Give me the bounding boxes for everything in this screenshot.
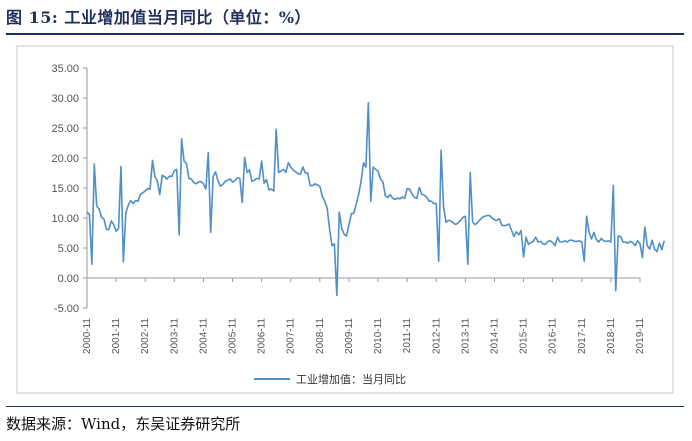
figure-title: 图 15: 工业增加值当月同比（单位：%） [6, 8, 312, 27]
x-tick-label: 2002-11 [140, 318, 151, 354]
x-tick-label: 2001-11 [111, 318, 122, 354]
x-tick-label: 2018-11 [606, 318, 617, 354]
x-axis: 2000-11 2001-11 2002-11 2003-11 2004-11 2005-… [82, 277, 646, 354]
x-tick-label: 2008-11 [315, 318, 326, 354]
x-tick-label: 2005-11 [228, 318, 239, 354]
x-tick-label: 2019-11 [635, 318, 646, 354]
source-note: 数据来源：Wind，东吴证券研究所 [6, 415, 241, 433]
series-line [86, 102, 666, 297]
y-tick-label: 5.00 [58, 243, 79, 255]
x-tick-label: 2015-11 [519, 318, 530, 354]
x-tick-label: 2017-11 [577, 318, 588, 354]
y-tick-label: 30.00 [51, 93, 79, 105]
y-tick-label: 15.00 [51, 183, 79, 195]
y-tick-label: 0.00 [58, 273, 79, 285]
x-tick-label: 2011-11 [402, 318, 413, 354]
y-tick-label: 20.00 [51, 153, 79, 165]
y-tick-label: -5.00 [54, 303, 79, 315]
plot-frame [16, 45, 674, 394]
x-tick-label: 2003-11 [169, 318, 180, 354]
x-tick-label: 2010-11 [373, 318, 384, 354]
y-tick-label: 25.00 [51, 123, 79, 135]
x-tick-label: 2014-11 [489, 318, 500, 354]
y-tick-label: 10.00 [51, 213, 79, 225]
x-tick-label: 2016-11 [548, 318, 559, 354]
title-rule [6, 33, 684, 35]
x-tick-label: 2006-11 [257, 318, 268, 354]
legend: 工业增加值：当月同比 [254, 372, 406, 386]
source-rule [6, 406, 684, 407]
series-layer [86, 102, 666, 297]
x-tick-label: 2012-11 [431, 318, 442, 354]
legend-label: 工业增加值：当月同比 [296, 372, 406, 386]
x-tick-label: 2009-11 [344, 318, 355, 354]
x-tick-label: 2004-11 [198, 318, 209, 354]
y-tick-label: 35.00 [51, 63, 79, 75]
y-axis: 35.00 30.00 25.00 20.00 15.00 10.00 5.00 0.00 -5… [51, 63, 88, 315]
x-tick-label: 2007-11 [286, 318, 297, 354]
x-tick-label: 2013-11 [460, 318, 471, 354]
line-chart: 35.00 30.00 25.00 20.00 15.00 10.00 5.00 0.00 -5… [16, 45, 674, 394]
x-tick-label: 2000-11 [82, 318, 93, 354]
